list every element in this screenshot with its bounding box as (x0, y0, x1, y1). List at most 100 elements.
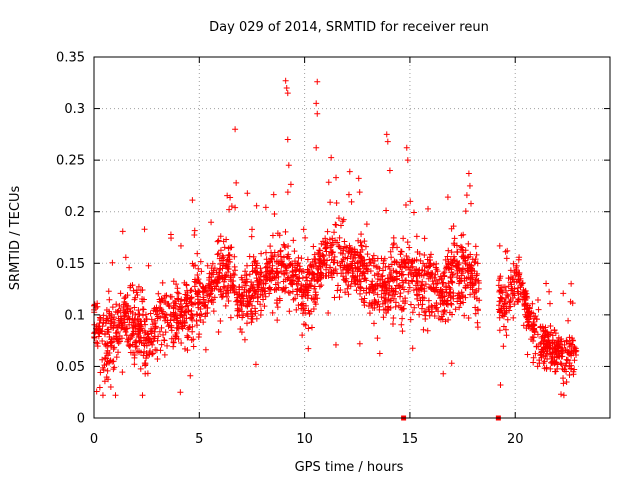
data-point (471, 293, 478, 300)
data-point (335, 243, 342, 250)
data-point (200, 283, 207, 290)
data-point (305, 307, 312, 314)
data-point (232, 126, 239, 133)
data-point (145, 262, 152, 269)
data-point (453, 242, 460, 249)
data-point (158, 324, 165, 331)
data-point (331, 253, 338, 260)
data-point (184, 332, 191, 339)
data-point (134, 331, 141, 338)
data-point (398, 306, 405, 313)
data-point (566, 334, 573, 341)
data-point (312, 291, 319, 298)
data-point (217, 317, 224, 324)
data-point (370, 320, 377, 327)
data-point (202, 310, 209, 317)
data-point (276, 295, 283, 302)
data-point (99, 392, 106, 399)
data-point (181, 317, 188, 324)
data-point (158, 295, 165, 302)
data-point (554, 361, 561, 368)
data-point (253, 275, 260, 282)
data-point (429, 278, 436, 285)
data-point (414, 249, 421, 256)
data-point (285, 274, 292, 281)
data-point (152, 308, 159, 315)
data-point (152, 324, 159, 331)
data-point (370, 252, 377, 259)
data-point (154, 315, 161, 322)
data-point (281, 262, 288, 269)
data-point (291, 248, 298, 255)
data-point (387, 304, 394, 311)
data-point (135, 283, 142, 290)
data-point (463, 192, 470, 199)
data-point (446, 290, 453, 297)
data-point (549, 339, 556, 346)
data-point (190, 262, 197, 269)
data-point (448, 360, 455, 367)
data-point (198, 268, 205, 275)
data-point (361, 262, 368, 269)
data-point (114, 308, 121, 315)
data-point (94, 300, 101, 307)
data-point (564, 338, 571, 345)
data-point (284, 90, 291, 97)
data-point (337, 262, 344, 269)
data-point (214, 238, 221, 245)
data-point (107, 384, 114, 391)
data-point (122, 300, 129, 307)
data-point (96, 320, 103, 327)
data-point (398, 248, 405, 255)
data-point (399, 264, 406, 271)
data-point (271, 274, 278, 281)
data-point (407, 198, 414, 205)
data-point (357, 283, 364, 290)
data-point (537, 324, 544, 331)
data-point (122, 293, 129, 300)
y-tick-label: 0 (77, 412, 85, 427)
data-point (161, 337, 168, 344)
data-point (266, 270, 273, 277)
data-point (524, 351, 531, 358)
data-point (509, 285, 516, 292)
data-point (408, 270, 415, 277)
data-point (215, 237, 222, 244)
data-point (530, 334, 537, 341)
data-point (425, 205, 432, 212)
data-point (364, 251, 371, 258)
data-point (187, 287, 194, 294)
data-point (99, 323, 106, 330)
data-point (405, 288, 412, 295)
data-point (96, 327, 103, 334)
plot-frame (93, 56, 611, 419)
data-point (215, 250, 222, 257)
data-point (431, 274, 438, 281)
data-point (341, 238, 348, 245)
data-point (277, 248, 284, 255)
data-point (425, 275, 432, 282)
data-point (188, 311, 195, 318)
data-point (296, 275, 303, 282)
data-point (93, 388, 100, 395)
data-point (106, 310, 113, 317)
data-point (292, 295, 299, 302)
data-point (472, 259, 479, 266)
data-point (369, 255, 376, 262)
data-point (231, 253, 238, 260)
data-point (178, 311, 185, 318)
data-point (430, 281, 437, 288)
x-tick-label: 20 (507, 432, 524, 447)
data-point (356, 278, 363, 285)
data-point (496, 242, 503, 249)
data-point (216, 273, 223, 280)
data-point (563, 337, 570, 344)
data-point (461, 312, 468, 319)
data-point (257, 301, 264, 308)
data-point (122, 254, 129, 261)
data-point (283, 269, 290, 276)
data-point (131, 304, 138, 311)
data-point (132, 339, 139, 346)
data-point (379, 283, 386, 290)
data-point (547, 300, 554, 307)
